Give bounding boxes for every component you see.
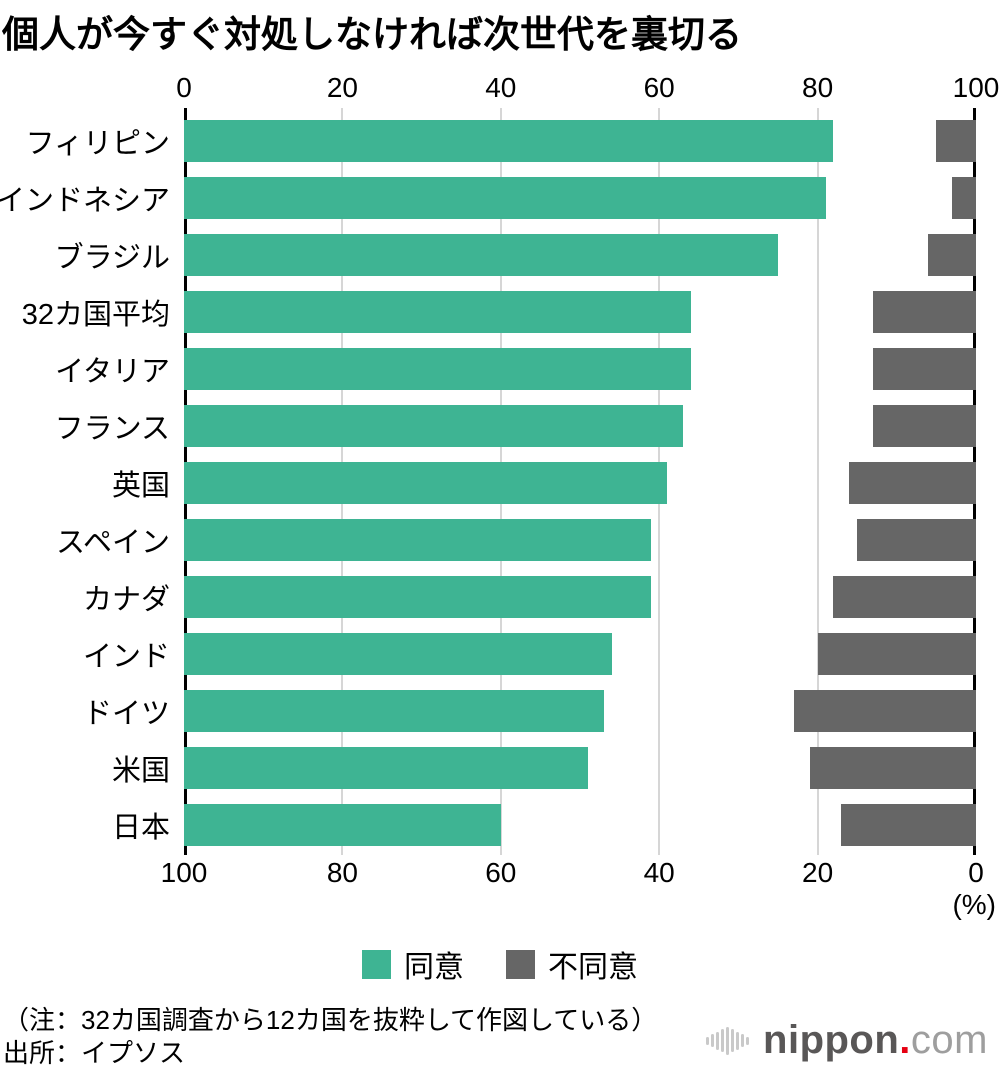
legend-label: 同意 (404, 951, 464, 984)
agree-bar (184, 519, 652, 562)
disagree-bar (793, 690, 976, 733)
bar-rows (184, 112, 976, 854)
disagree-bar (873, 347, 976, 390)
bottom-axis-tick-100: 100 (160, 857, 208, 888)
disagree-bar (841, 804, 976, 847)
disagree-bar (952, 176, 976, 219)
legend-item: 不同意 (506, 942, 638, 986)
top-axis-tick-20: 20 (326, 72, 358, 103)
category-label: 日本 (111, 812, 170, 845)
legend-label: 不同意 (548, 951, 638, 984)
bottom-axis-tick-0: 0 (968, 857, 984, 888)
top-axis-tick-0: 0 (176, 72, 192, 103)
category-labels: フィリピンインドネシアブラジル 32カ国平均イタリアフランス英国スペインカナダイン… (0, 112, 170, 854)
bar-row (184, 512, 976, 569)
bar-row (184, 283, 976, 340)
category-label: フランス (54, 412, 170, 445)
bar-row (184, 340, 976, 397)
agree-bar (184, 462, 668, 504)
top-axis: 0 20 40 60 80 100 (176, 72, 999, 104)
logo-bar (741, 1034, 745, 1047)
agree-bar (184, 404, 683, 447)
logo-bar (716, 1031, 720, 1050)
chart-title: 個人が今すぐ対処しなければ次世代を裏切る (2, 14, 742, 55)
disagree-bar (928, 233, 976, 276)
bottom-axis-tick-60: 60 (485, 857, 517, 888)
top-axis-tick-100: 100 (952, 72, 1000, 103)
category-label: インド (82, 641, 170, 674)
bar-row (184, 226, 976, 283)
nippon-logo: nippon.com (706, 1018, 988, 1063)
category-label: ブラジル (54, 241, 170, 274)
bar-row (184, 454, 976, 511)
bar-row (184, 740, 976, 797)
category-label: 米国 (111, 755, 170, 788)
logo-nippon-text: nippon (763, 1018, 900, 1062)
category-label: 英国 (111, 470, 170, 502)
bottom-axis-tick-80: 80 (326, 857, 358, 888)
category-label: スペイン (56, 527, 170, 560)
disagree-bar (809, 747, 976, 790)
legend: 同意 不同意 (0, 942, 1000, 986)
note-line: （注：32カ国調査から12カ国を抜粋して作図している） (3, 1005, 658, 1035)
legend-swatch (362, 949, 391, 979)
logo-wordmark: nippon.com (763, 1018, 988, 1063)
agree-bar (184, 290, 691, 333)
bar-row (184, 626, 976, 683)
agree-bar (184, 576, 652, 619)
disagree-bar (936, 119, 976, 162)
gridline-80 (816, 108, 819, 855)
bottom-axis: 100 80 60 40 20 0 (161, 857, 984, 889)
plot-area (184, 108, 976, 855)
top-axis-tick-60: 60 (643, 72, 675, 103)
agree-bar (184, 804, 501, 847)
legend-swatch (506, 949, 535, 979)
disagree-bar (849, 462, 976, 504)
agree-bar (184, 233, 778, 276)
logo-bar (726, 1026, 730, 1055)
category-label: フィリピン (25, 127, 170, 160)
top-axis-tick-80: 80 (802, 72, 834, 103)
soundwave-logo-icon (706, 1026, 750, 1056)
disagree-bar (873, 290, 976, 333)
logo-bar (706, 1036, 710, 1045)
logo-red-dot: . (899, 1018, 911, 1062)
logo-bar (736, 1031, 740, 1050)
source-line: 出所：イプソス (3, 1038, 186, 1068)
percent-unit-label: (%) (952, 889, 996, 920)
logo-bar (746, 1036, 750, 1045)
category-label: 32カ国平均 (21, 298, 170, 331)
bottom-axis-tick-20: 20 (802, 857, 834, 888)
agree-bar (184, 347, 691, 390)
bar-row (184, 683, 976, 740)
legend-item: 同意 (362, 942, 464, 986)
footnotes: （注：32カ国調査から12カ国を抜粋して作図している） 出所：イプソス (3, 1004, 657, 1070)
disagree-bar (857, 519, 976, 562)
bar-row (184, 797, 976, 854)
bar-row (184, 169, 976, 226)
logo-bar (711, 1034, 715, 1047)
bar-row (184, 397, 976, 454)
bar-row (184, 569, 976, 626)
disagree-bar (873, 404, 976, 447)
logo-bar (731, 1029, 735, 1052)
agree-bar (184, 690, 604, 733)
disagree-bar (833, 576, 976, 619)
logo-bar (721, 1029, 725, 1052)
agree-bar (184, 747, 588, 790)
category-label: インドネシア (0, 184, 170, 217)
disagree-bar (817, 633, 976, 676)
bar-row (184, 112, 976, 169)
category-label: イタリア (55, 355, 170, 388)
agree-bar (184, 633, 612, 676)
agree-bar (184, 176, 826, 219)
top-axis-tick-40: 40 (485, 72, 517, 103)
category-label: ドイツ (82, 698, 170, 731)
bottom-axis-tick-40: 40 (643, 857, 675, 888)
category-label: カナダ (82, 584, 170, 617)
agree-bar (184, 119, 834, 162)
logo-com-text: com (910, 1018, 988, 1062)
